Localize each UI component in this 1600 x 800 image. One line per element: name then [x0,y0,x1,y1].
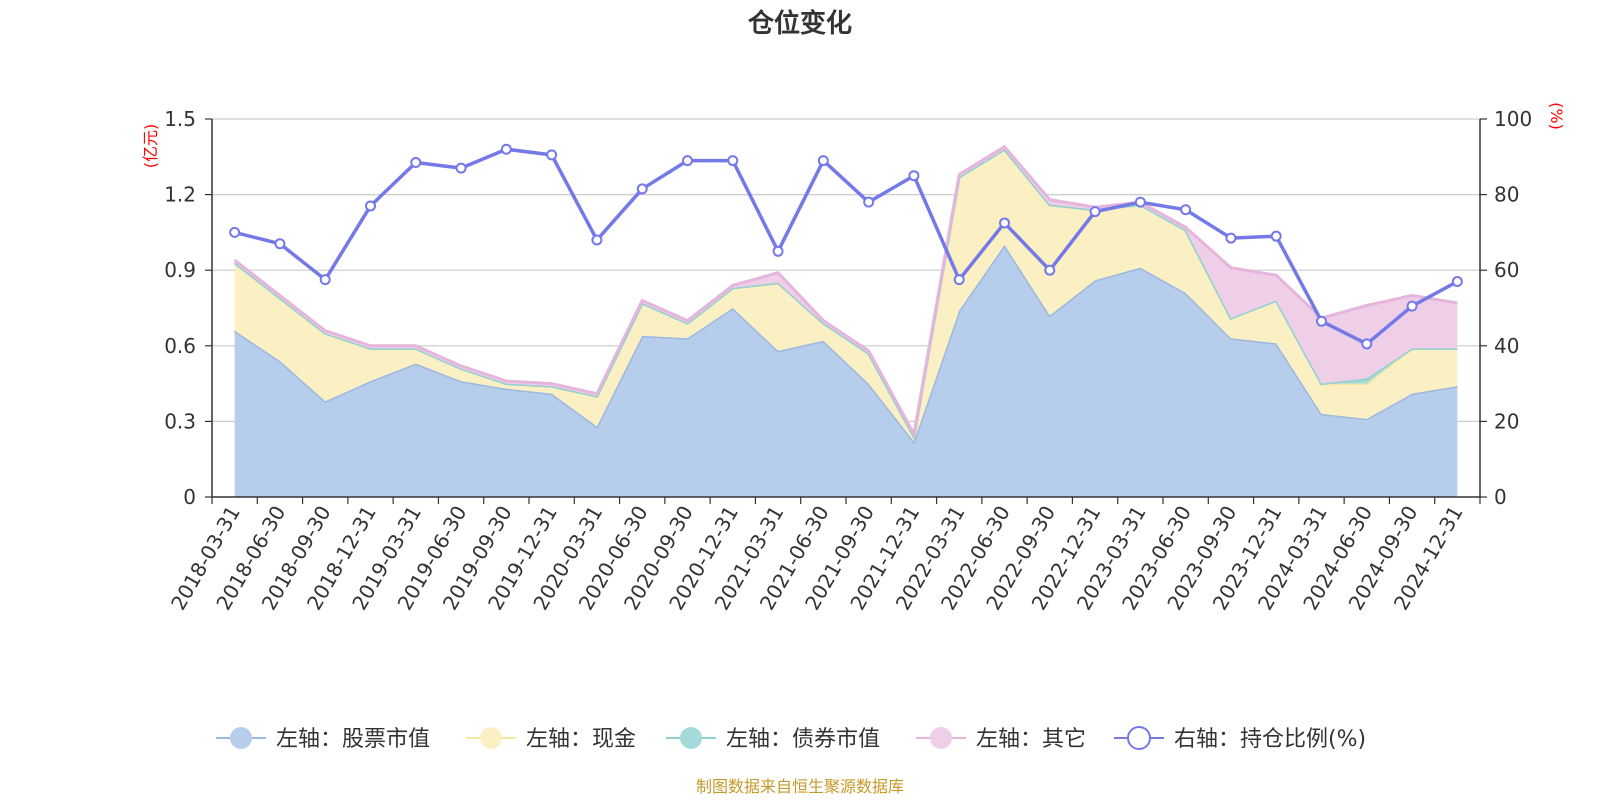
legend: 左轴：股票市值 左轴：现金 左轴：债券市值 左轴：其它 右轴：持仓比例(%) [216,726,1366,752]
line-point[interactable] [636,183,648,195]
line-point[interactable] [1451,276,1463,288]
line-右轴：持仓比例(%) [234,147,1459,346]
line-point[interactable] [1134,196,1146,208]
legend-marker [930,727,952,749]
line-point[interactable] [274,238,286,250]
left-axis-unit: (亿元) [141,124,160,169]
line-point[interactable] [1406,300,1418,312]
right-tick-label: 20 [1494,409,1519,433]
legend-item[interactable]: 左轴：股票市值 [216,727,430,752]
legend-item[interactable]: 右轴：持仓比例(%) [1114,726,1366,752]
right-tick-label: 80 [1494,183,1519,207]
legend-marker [1127,726,1151,750]
legend-label: 左轴：债券市值 [726,727,880,752]
legend-label: 左轴：股票市值 [276,727,430,752]
right-tick-label: 60 [1494,258,1519,282]
left-tick-label: 0.6 [164,334,196,358]
line-point[interactable] [817,155,829,167]
legend-marker [230,727,252,749]
legend-marker [480,727,502,749]
line-point[interactable] [500,143,512,155]
line-point[interactable] [999,217,1010,229]
left-tick-label: 0.3 [164,409,196,433]
left-tick-label: 1.2 [164,183,196,207]
legend-label: 右轴：持仓比例(%) [1174,727,1366,752]
line-point[interactable] [410,156,422,168]
line-point[interactable] [1225,232,1237,244]
legend-item[interactable]: 左轴：债券市值 [666,727,880,752]
line-point[interactable] [772,245,784,257]
line-point[interactable] [1361,338,1373,350]
left-tick-label: 0.9 [164,258,196,282]
legend-item[interactable]: 左轴：其它 [916,727,1086,752]
line-point[interactable] [908,170,920,182]
line-point[interactable] [1044,264,1056,276]
line-point[interactable] [1270,230,1282,242]
left-tick-label: 1.5 [164,107,196,131]
line-point[interactable] [365,200,376,212]
source-note: 制图数据来自恒生聚源数据库 [696,777,904,796]
line-point[interactable] [319,274,331,286]
line-point[interactable] [455,162,467,174]
line-point[interactable] [1316,315,1327,327]
legend-item[interactable]: 左轴：现金 [466,727,636,752]
right-tick-label: 0 [1494,485,1507,509]
line-point[interactable] [546,149,558,161]
left-tick-label: 0 [183,485,196,509]
line-point[interactable] [229,226,241,238]
right-axis-unit: (%) [1547,102,1566,130]
legend-label: 左轴：其它 [976,727,1086,752]
area-edge-左轴：其它 [233,144,1458,439]
line-point[interactable] [591,234,603,246]
right-tick-label: 40 [1494,334,1519,358]
position-ratio-line [229,143,1463,350]
line-point[interactable] [953,274,965,286]
line-point[interactable] [682,155,693,167]
area-左轴：现金 [234,149,1458,442]
line-point[interactable] [727,155,739,167]
legend-label: 左轴：现金 [526,727,636,752]
area-左轴：股票市值 [234,245,1458,497]
chart-title: 仓位变化 [747,8,852,39]
legend-marker [680,727,702,749]
line-point[interactable] [1180,204,1192,216]
line-point[interactable] [1089,206,1101,218]
stacked-areas [233,144,1458,497]
right-tick-label: 100 [1494,107,1532,131]
line-point[interactable] [863,196,875,208]
